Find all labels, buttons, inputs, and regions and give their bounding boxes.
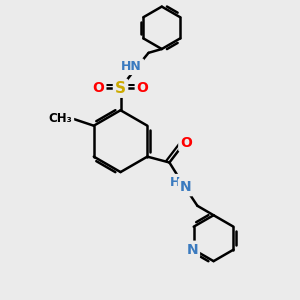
Text: HN: HN (122, 60, 142, 73)
Text: O: O (137, 81, 148, 95)
Text: CH₃: CH₃ (49, 112, 72, 125)
Text: O: O (180, 136, 192, 150)
Text: S: S (115, 81, 126, 96)
Text: N: N (180, 180, 191, 194)
Text: N: N (186, 243, 198, 257)
Text: O: O (92, 81, 104, 95)
Text: H: H (170, 176, 181, 189)
